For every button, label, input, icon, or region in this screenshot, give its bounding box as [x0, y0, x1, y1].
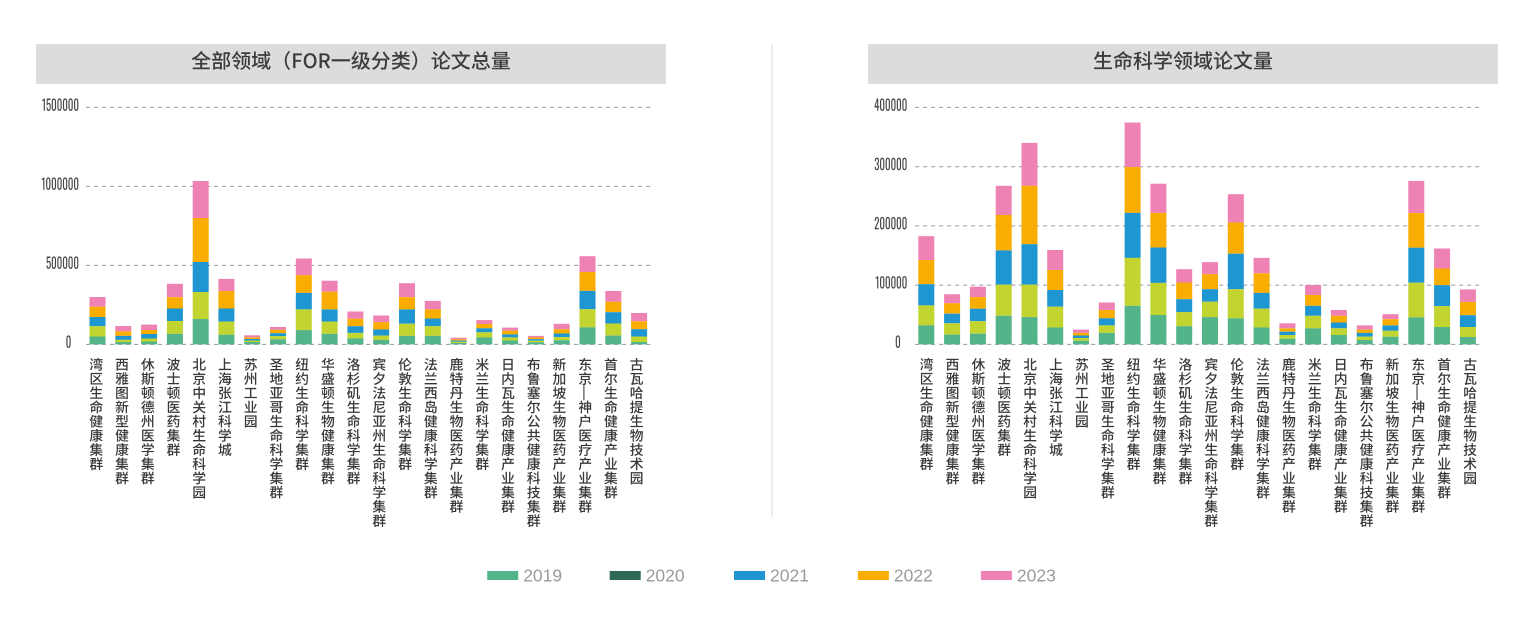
svg-text:2020: 2020	[646, 566, 685, 586]
svg-text:2019: 2019	[523, 566, 562, 586]
svg-text:2023: 2023	[1017, 566, 1056, 586]
svg-text:2021: 2021	[770, 566, 809, 586]
svg-text:2022: 2022	[894, 566, 933, 586]
